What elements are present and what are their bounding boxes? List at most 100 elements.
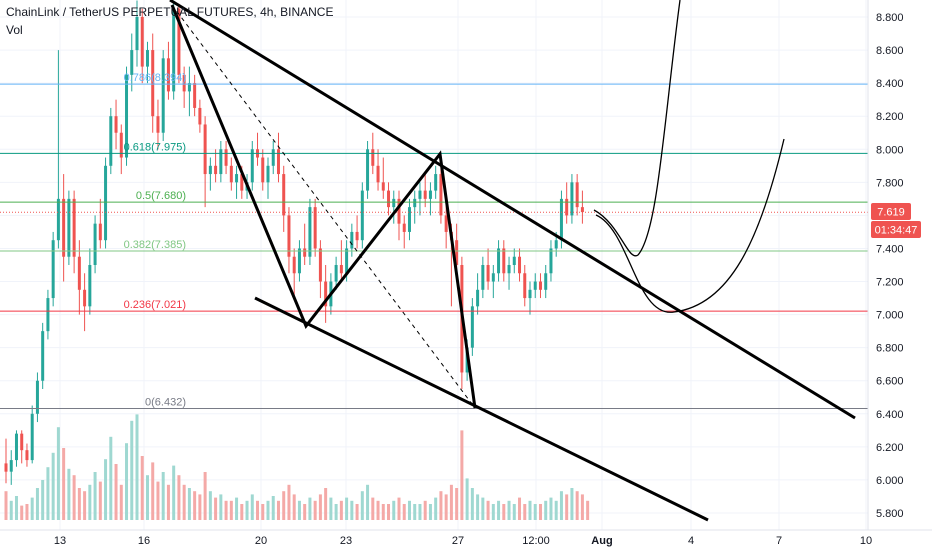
candle — [187, 66, 191, 117]
volume-bar — [240, 504, 244, 520]
fibonacci-retracement[interactable]: 0(6.432) 0.236(7.021) 0.382(7.385) 0.5(7.68… — [0, 72, 868, 410]
candle — [198, 99, 202, 133]
candle — [486, 248, 490, 290]
fib-level-label: 0.5(7.680) — [136, 190, 186, 202]
candle-body — [507, 265, 511, 274]
volume-bar — [276, 500, 280, 520]
candle-body — [439, 174, 443, 216]
candle-body — [502, 248, 506, 274]
volume-bar — [104, 459, 108, 520]
candle-body — [371, 149, 375, 166]
candle-body — [166, 58, 170, 92]
candle — [261, 149, 265, 191]
volume-bar — [245, 500, 249, 520]
candlesticks — [4, 0, 584, 485]
volume-bar — [145, 475, 149, 520]
fib-level-label: 0.382(7.385) — [124, 239, 186, 251]
volume-bar — [41, 480, 45, 520]
candle — [397, 190, 401, 241]
candle — [35, 372, 39, 423]
symbol-title[interactable]: ChainLink / TetherUS PERPETUAL FUTURES, … — [6, 5, 334, 19]
price-tick-label: 8.400 — [876, 78, 904, 90]
pattern-drawings[interactable] — [169, 0, 856, 522]
candle-body — [392, 198, 396, 208]
volume-bar — [444, 494, 448, 520]
candle — [250, 141, 254, 191]
candle — [151, 33, 155, 133]
candle — [203, 116, 207, 208]
candle — [355, 215, 359, 249]
candle-body — [172, 8, 176, 92]
volume-bar — [119, 484, 123, 520]
candle-body — [235, 174, 239, 183]
price-tick-label: 6.000 — [876, 475, 904, 487]
candle-body — [418, 190, 422, 199]
volume-bar — [512, 504, 516, 520]
candle-body — [135, 17, 139, 51]
volume-bar — [423, 500, 427, 520]
candle — [20, 430, 24, 464]
candle-body — [444, 215, 448, 232]
candle — [219, 141, 223, 183]
price-tick-label: 5.800 — [876, 508, 904, 520]
volume-bar — [350, 500, 354, 520]
candle-body — [518, 256, 522, 274]
volume-bar — [575, 491, 579, 520]
candle — [109, 107, 113, 175]
candle — [208, 157, 212, 191]
upper-trendline — [169, 0, 856, 420]
candle — [528, 281, 532, 315]
candle — [135, 0, 139, 67]
volume-bar — [93, 472, 97, 520]
volume-bar — [235, 497, 239, 520]
volume-indicator-label[interactable]: Vol — [6, 23, 23, 37]
candle-body — [345, 248, 349, 274]
volume-bar — [88, 484, 92, 520]
price-axis[interactable] — [868, 0, 932, 530]
candle — [67, 190, 71, 265]
abcd-pattern — [170, 4, 477, 409]
volume-bar — [449, 484, 453, 520]
candle — [392, 190, 396, 224]
candle-body — [88, 265, 92, 307]
volume-bar — [329, 497, 333, 520]
candle — [512, 248, 516, 274]
volume-bar — [208, 491, 212, 520]
candle-body — [14, 433, 18, 461]
volume-bar — [125, 443, 129, 520]
candle-body — [470, 306, 474, 348]
candle-body — [198, 107, 202, 125]
candle-body — [360, 190, 364, 241]
candle-body — [580, 207, 584, 213]
last-price-badge: 7.619 01:34:47 — [871, 203, 921, 238]
candle-body — [313, 207, 317, 249]
grid — [0, 0, 868, 530]
volume-bar — [486, 500, 490, 520]
volume-bar — [371, 497, 375, 520]
volume-bar — [339, 500, 343, 520]
candle — [523, 265, 527, 307]
candle-body — [366, 149, 370, 191]
volume-bar — [198, 494, 202, 520]
candle — [224, 141, 228, 175]
candle — [229, 157, 233, 191]
volume-bar — [30, 497, 34, 520]
candle — [366, 141, 370, 199]
candle-body — [187, 83, 191, 92]
volume-bar — [77, 488, 81, 520]
price-tick-label: 7.200 — [876, 277, 904, 289]
volume-bar — [4, 491, 8, 520]
candle — [88, 248, 92, 315]
candle-body — [455, 240, 459, 265]
volume-bar — [156, 481, 160, 520]
candle-body — [193, 83, 197, 108]
candle-body — [413, 198, 417, 208]
candle — [381, 157, 385, 199]
volume-bar — [46, 467, 50, 520]
candle-body — [30, 413, 34, 461]
time-tick-label: 4 — [688, 535, 694, 547]
candle — [287, 207, 291, 274]
candle — [46, 289, 50, 340]
candle-body — [303, 248, 307, 257]
